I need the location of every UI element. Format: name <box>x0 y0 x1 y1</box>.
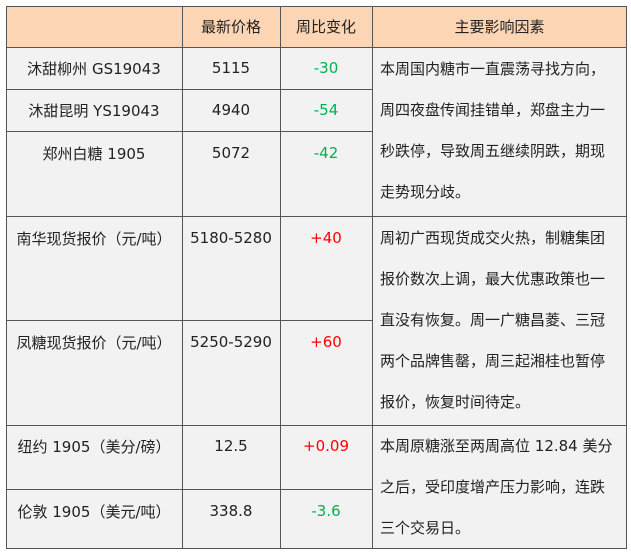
header-main-factors: 主要影响因素 <box>454 18 545 36</box>
row-price: 338.8 <box>209 502 253 520</box>
grid-line <box>626 6 627 549</box>
row-price: 5072 <box>211 144 251 162</box>
row-change: +0.09 <box>303 437 349 455</box>
grid-line <box>372 6 373 549</box>
table-header-background <box>6 6 627 47</box>
row-name: 伦敦 1905（美元/吨） <box>17 502 171 521</box>
factor-line: 之后，受印度增产压力影响，连跌 <box>380 478 606 496</box>
row-price: 5250-5290 <box>190 333 272 351</box>
factor-domestic-futures: 本周国内糖市一直震荡寻找方向， 周四夜盘传闻挂错单，郑盘主力一 秒跌停，导致周五… <box>380 49 605 213</box>
row-name: 沐甜昆明 YS19043 <box>28 101 160 120</box>
factor-line: 报价数次上调，最大优惠政策也一 <box>380 270 606 288</box>
grid-line <box>280 6 281 549</box>
row-name: 凤糖现货报价（元/吨） <box>16 333 172 352</box>
header-blank <box>6 6 182 47</box>
row-change: -54 <box>313 101 339 119</box>
grid-line <box>6 131 372 132</box>
row-change: +40 <box>310 229 342 247</box>
header-weekly-change: 周比变化 <box>295 18 356 36</box>
grid-line <box>6 6 7 549</box>
factor-line: 三个交易日。 <box>380 519 471 537</box>
factor-line: 直没有恢复。周一广糖昌菱、三冠 <box>380 311 606 329</box>
row-price: 4940 <box>211 101 251 119</box>
factor-line: 走势现分歧。 <box>380 183 471 201</box>
factor-line: 周四夜盘传闻挂错单，郑盘主力一 <box>380 101 606 119</box>
factor-line: 周初广西现货成交火热，制糖集团 <box>380 229 606 247</box>
factor-line: 两个品牌售罄，周三起湘桂也暂停 <box>380 352 606 370</box>
grid-line <box>6 47 627 48</box>
grid-line <box>182 6 183 549</box>
row-name: 郑州白糖 1905 <box>42 144 146 163</box>
factor-line: 报价，恢复时间待定。 <box>380 393 531 411</box>
row-change: -42 <box>313 144 339 162</box>
row-change: -30 <box>313 59 339 77</box>
grid-line <box>6 6 627 7</box>
grid-line <box>6 548 627 549</box>
header-latest-price: 最新价格 <box>200 18 261 36</box>
grid-line <box>6 489 372 490</box>
factor-line: 本周原糖涨至两周高位 12.84 美分 <box>380 437 613 455</box>
row-change: +60 <box>310 333 342 351</box>
factor-line: 本周国内糖市一直震荡寻找方向， <box>380 60 606 78</box>
row-price: 5115 <box>211 59 251 77</box>
factor-spot-market: 周初广西现货成交火热，制糖集团 报价数次上调，最大优惠政策也一 直没有恢复。周一… <box>380 218 605 423</box>
grid-line <box>6 216 627 217</box>
row-price: 12.5 <box>214 437 248 455</box>
row-name: 南华现货报价（元/吨） <box>16 229 172 248</box>
grid-line <box>6 320 372 321</box>
row-price: 5180-5280 <box>190 229 272 247</box>
grid-line <box>6 89 372 90</box>
row-change: -3.6 <box>311 502 341 520</box>
row-name: 沐甜柳州 GS19043 <box>27 59 161 78</box>
factor-line: 秒跌停，导致周五继续阴跌，期现 <box>380 142 606 160</box>
row-name: 纽约 1905（美分/磅） <box>17 437 171 456</box>
grid-line <box>6 425 627 426</box>
factor-raw-sugar: 本周原糖涨至两周高位 12.84 美分 之后，受印度增产压力影响，连跌 三个交易… <box>380 426 612 549</box>
table-body-background <box>6 6 627 549</box>
